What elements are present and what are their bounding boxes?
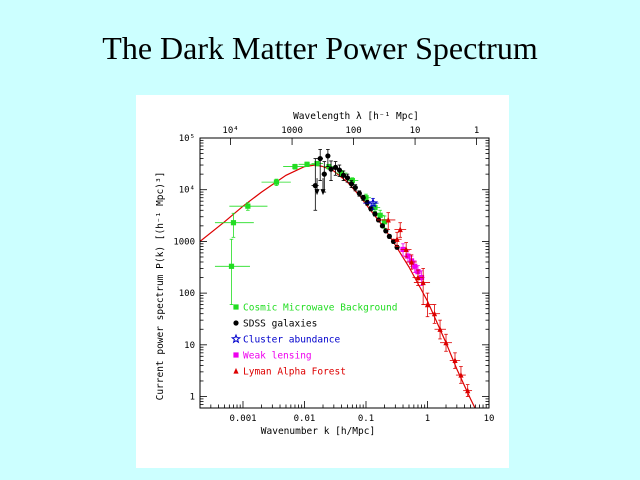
data-point (431, 310, 438, 317)
data-point (230, 220, 237, 226)
series-sdss-galaxies (311, 149, 400, 250)
legend-item: SDSS galaxies (233, 319, 317, 330)
data-point (356, 190, 362, 196)
data-point (437, 326, 443, 332)
data-point (325, 153, 331, 159)
legend-label: SDSS galaxies (243, 319, 317, 330)
legend-label: Cluster abundance (243, 335, 341, 346)
data-point (403, 246, 409, 253)
x-tick-label: 0.1 (358, 414, 374, 424)
y-tick-label: 100 (179, 289, 195, 299)
legend-label: Lyman Alpha Forest (243, 367, 346, 378)
data-point (363, 195, 369, 201)
series-cluster-abundance (363, 197, 379, 210)
data-point (383, 228, 389, 234)
data-point (390, 238, 397, 245)
data-point (385, 216, 391, 223)
legend-label: Cosmic Microwave Background (243, 303, 397, 314)
legend-marker (233, 304, 239, 310)
data-point (367, 197, 379, 208)
legend-item: Cluster abundance (230, 333, 341, 346)
data-point (372, 211, 378, 217)
data-point (352, 184, 358, 191)
y-tick-label: 10⁵ (179, 134, 195, 144)
y-axis-label: Current power spectrum P(k) [(h⁻¹ Mpc)³] (155, 172, 166, 401)
data-point (368, 206, 374, 212)
data-point (338, 170, 345, 176)
data-point (340, 172, 347, 178)
legend-item: Lyman Alpha Forest (233, 367, 346, 378)
data-point (408, 258, 415, 265)
legend-item: Cosmic Microwave Background (233, 303, 397, 314)
series-lyman-alpha-forest (376, 212, 473, 397)
x-tick-label: 10 (484, 414, 495, 424)
top-tick-label: 10 (410, 126, 421, 136)
data-points-layer (214, 149, 473, 397)
legend-item: Weak lensing (233, 351, 312, 362)
data-point (317, 155, 323, 162)
model-curve-layer (200, 164, 476, 408)
legend-marker (233, 320, 239, 326)
legend-marker (233, 352, 239, 358)
data-point (304, 161, 310, 167)
data-point (452, 357, 458, 363)
power-spectrum-chart: 0.001 0.01 0.1 1 10 10⁴ 1000 100 10 1 1 10 100 1000 10… (155, 111, 494, 437)
slide-title: The Dark Matter Power Spectrum (102, 30, 538, 66)
data-point (397, 226, 403, 233)
upper-limit-arrow-head (314, 189, 320, 196)
x-tick-label: 0.01 (294, 414, 316, 424)
data-point (273, 179, 280, 185)
data-point (364, 200, 370, 206)
top-tick-label: 10⁴ (222, 126, 238, 136)
figure-panel: 0.001 0.01 0.1 1 10 10⁴ 1000 100 10 1 1 10 100 1000 10… (136, 95, 509, 468)
y-tick-label: 10⁴ (179, 186, 195, 196)
upper-limit-arrow-head (320, 189, 326, 196)
data-point (360, 195, 366, 201)
top-tick-label: 1 (474, 126, 479, 136)
data-point (412, 263, 418, 269)
y-tick-label: 10 (184, 341, 195, 351)
data-point (245, 203, 251, 209)
data-point (465, 387, 471, 394)
data-point (344, 175, 351, 181)
data-point (336, 167, 343, 173)
model-curve-line (200, 164, 476, 408)
legend-marker (233, 367, 239, 374)
data-point (381, 219, 388, 225)
data-point (443, 339, 449, 346)
top-axis-label: Wavelength λ [h⁻¹ Mpc] (293, 111, 419, 122)
top-tick-label: 100 (345, 126, 361, 136)
data-point (228, 263, 235, 269)
axes-layer: 0.001 0.01 0.1 1 10 10⁴ 1000 100 10 1 1 10 100 1000 10… (173, 126, 494, 424)
data-point (348, 181, 355, 187)
x-tick-label: 1 (425, 414, 430, 424)
series-cosmic-microwave-background (214, 160, 389, 305)
data-point (292, 163, 298, 170)
data-point (328, 166, 334, 172)
top-tick-label: 1000 (281, 126, 303, 136)
data-point (394, 244, 400, 250)
data-point (314, 160, 320, 167)
plot-frame (199, 137, 490, 409)
data-point (405, 253, 411, 259)
legend: Cosmic Microwave Background SDSS galaxies… (230, 303, 397, 378)
y-tick-label: 1000 (173, 237, 195, 247)
data-point (458, 371, 464, 378)
x-tick-label: 0.001 (229, 414, 256, 424)
x-axis-label: Wavenumber k [h/Mpc] (261, 426, 375, 437)
series-weak-lensing (399, 243, 425, 286)
data-point (420, 279, 426, 286)
data-point (372, 205, 378, 211)
legend-label: Weak lensing (243, 351, 312, 362)
data-point (394, 236, 400, 242)
data-point (379, 223, 386, 229)
legend-marker (230, 333, 242, 344)
data-point (415, 274, 421, 281)
data-point (321, 171, 327, 177)
data-point (377, 212, 383, 218)
data-point (424, 301, 431, 308)
y-tick-label: 1 (190, 393, 195, 403)
data-point (332, 164, 339, 171)
data-point (386, 233, 392, 240)
